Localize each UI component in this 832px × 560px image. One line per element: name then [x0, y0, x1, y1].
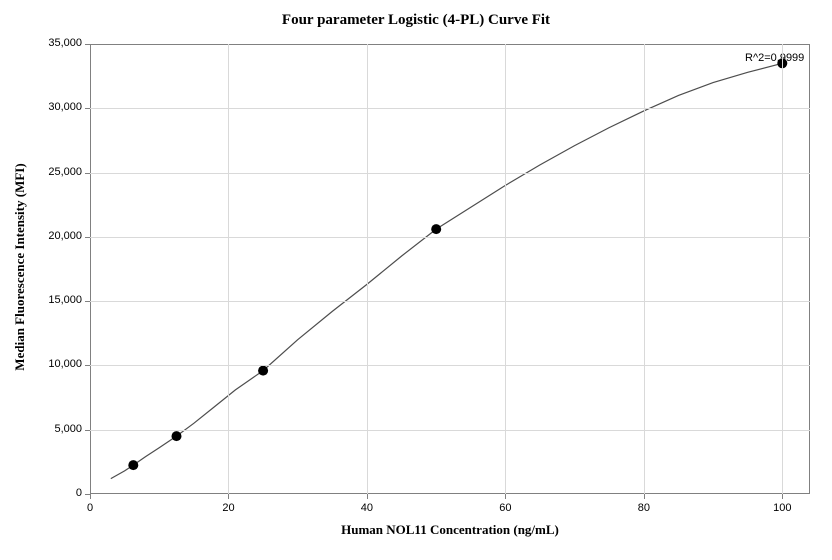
xtick-mark [782, 494, 783, 499]
ytick-label: 35,000 [32, 37, 82, 49]
r-squared-annotation: R^2=0.9999 [745, 52, 804, 64]
gridline-vertical [505, 44, 506, 494]
ytick-label: 20,000 [32, 230, 82, 242]
xtick-mark [90, 494, 91, 499]
ytick-label: 10,000 [32, 358, 82, 370]
ytick-label: 0 [32, 487, 82, 499]
ytick-mark [85, 108, 90, 109]
gridline-vertical [644, 44, 645, 494]
gridline-horizontal [90, 108, 810, 109]
data-point-marker [128, 460, 138, 470]
gridline-vertical [228, 44, 229, 494]
xtick-label: 80 [624, 502, 664, 514]
fit-curve [111, 63, 783, 478]
chart-container: Four parameter Logistic (4-PL) Curve Fit… [0, 0, 832, 560]
ytick-label: 5,000 [32, 423, 82, 435]
gridline-horizontal [90, 365, 810, 366]
xtick-mark [367, 494, 368, 499]
xtick-mark [505, 494, 506, 499]
gridline-vertical [782, 44, 783, 494]
ytick-label: 30,000 [32, 101, 82, 113]
ytick-mark [85, 237, 90, 238]
xtick-label: 0 [70, 502, 110, 514]
gridline-horizontal [90, 237, 810, 238]
plot-svg [0, 0, 832, 560]
gridline-horizontal [90, 173, 810, 174]
gridline-vertical [367, 44, 368, 494]
ytick-mark [85, 44, 90, 45]
xtick-label: 20 [208, 502, 248, 514]
ytick-mark [85, 430, 90, 431]
gridline-horizontal [90, 430, 810, 431]
data-point-marker [258, 366, 268, 376]
xtick-label: 40 [347, 502, 387, 514]
xtick-label: 60 [485, 502, 525, 514]
xtick-label: 100 [762, 502, 802, 514]
data-point-marker [431, 224, 441, 234]
ytick-label: 25,000 [32, 166, 82, 178]
ytick-mark [85, 301, 90, 302]
xtick-mark [644, 494, 645, 499]
data-point-marker [172, 431, 182, 441]
xtick-mark [228, 494, 229, 499]
gridline-horizontal [90, 301, 810, 302]
ytick-label: 15,000 [32, 294, 82, 306]
ytick-mark [85, 365, 90, 366]
ytick-mark [85, 173, 90, 174]
